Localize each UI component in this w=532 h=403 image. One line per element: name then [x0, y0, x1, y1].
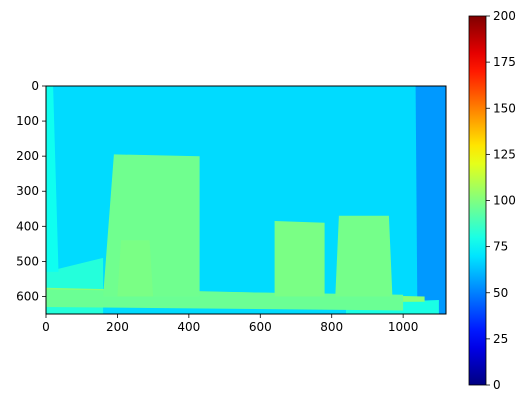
y-tick-label: 0: [31, 79, 39, 93]
colorbar-tick-label: 200: [493, 9, 516, 23]
heatmap-plot: 0 200 400 600 800 1000 0 100 200 300 400 500 600: [16, 79, 447, 334]
colorbar-tick-label: 75: [493, 240, 508, 254]
region-9: [274, 221, 325, 297]
region-10: [335, 215, 393, 297]
x-tick-label: 600: [249, 320, 272, 334]
y-tick-label: 400: [16, 219, 39, 233]
region-3: [46, 86, 59, 272]
colorbar-tick-label: 150: [493, 101, 516, 115]
y-tick-label: 200: [16, 149, 39, 163]
region-8: [117, 240, 154, 297]
colorbar-tick-label: 50: [493, 286, 508, 300]
colorbar-tick-label: 125: [493, 147, 516, 161]
colorbar-tick-label: 100: [493, 194, 516, 208]
region-1: [415, 86, 446, 314]
x-tick-label: 0: [42, 320, 50, 334]
depth-image: [46, 86, 446, 314]
y-tick-label: 100: [16, 114, 39, 128]
y-tick-label: 500: [16, 254, 39, 268]
x-tick-label: 200: [106, 320, 129, 334]
y-tick-label: 600: [16, 289, 39, 303]
colorbar: 0 25 50 75 100 125 150 175 200: [468, 9, 516, 392]
x-tick-label: 800: [320, 320, 343, 334]
colorbar-tick-label: 25: [493, 332, 508, 346]
x-tick-label: 400: [177, 320, 200, 334]
colorbar-tick-label: 175: [493, 55, 516, 69]
colorbar-gradient: [468, 15, 487, 386]
axes-frame: [45, 85, 447, 315]
y-tick-label: 300: [16, 184, 39, 198]
x-tick-label: 1000: [388, 320, 419, 334]
colorbar-tick-label: 0: [493, 378, 501, 392]
